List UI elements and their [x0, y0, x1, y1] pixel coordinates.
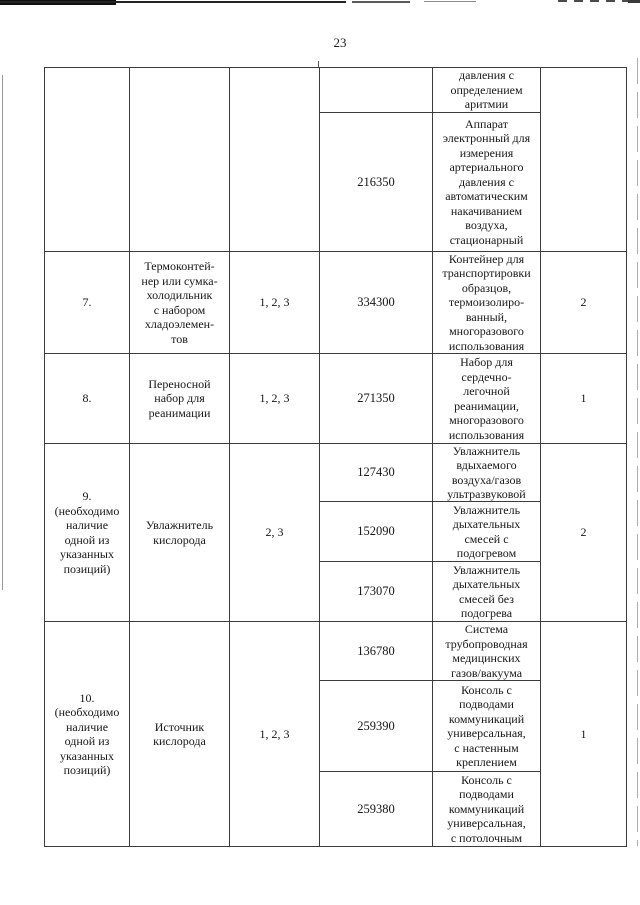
row8-desc-cell: Набор для сердечно- легочной реанимации,… — [433, 354, 541, 444]
row8-num-cell: 8. — [45, 354, 130, 444]
row7-num-cell: 7. — [45, 252, 130, 354]
cont-levels-cell — [230, 68, 320, 252]
row8-code-cell: 271350 — [320, 354, 433, 444]
row10-sub1-code-cell: 136780 — [320, 622, 433, 681]
scan-artifact-left-edge — [2, 75, 3, 590]
row9-sub3-code-cell: 173070 — [320, 562, 433, 622]
scan-artifact-corner-mark — [628, 0, 640, 3]
row10-sub2-desc-cell: Консоль с подводами коммуникаций универс… — [433, 681, 541, 772]
row7-code-cell: 334300 — [320, 252, 433, 354]
row8-levels-cell: 1, 2, 3 — [230, 354, 320, 444]
scan-artifact-tick — [318, 61, 319, 67]
scan-artifact-top-dash — [352, 1, 410, 3]
row9-num-cell: 9. (необходимо наличие одной из указанны… — [45, 444, 130, 622]
row9-sub2-desc-cell: Увлажнитель дыхательных смесей с подогре… — [433, 502, 541, 562]
row7-name-cell: Термоконтей- нер или сумка- холодильник … — [130, 252, 230, 354]
row9-name-cell: Увлажнитель кислорода — [130, 444, 230, 622]
page-number: 23 — [333, 35, 347, 50]
row10-levels-cell: 1, 2, 3 — [230, 622, 320, 847]
cont-qty-cell — [541, 68, 627, 252]
cont-desc-cell-top: давления с определением аритмии — [433, 68, 541, 113]
row10-qty-cell: 1 — [541, 622, 627, 847]
row10-sub2-code-cell: 259390 — [320, 681, 433, 772]
row7-desc-cell: Контейнер для транспортировки образцов, … — [433, 252, 541, 354]
row9-sub3-desc-cell: Увлажнитель дыхательных смесей без подог… — [433, 562, 541, 622]
row10-sub3-desc-cell: Консоль с подводами коммуникаций универс… — [433, 772, 541, 847]
scan-artifact-top-line — [0, 1, 346, 3]
row9-levels-cell: 2, 3 — [230, 444, 320, 622]
row10-sub3-code-cell: 259380 — [320, 772, 433, 847]
cont-desc-cell: Аппарат электронный для измерения артери… — [433, 113, 541, 252]
equipment-table: давления с определением аритмии 216350 А… — [44, 67, 627, 847]
row10-name-cell: Источник кислорода — [130, 622, 230, 847]
scan-artifact-right-edge — [637, 58, 638, 846]
scan-artifact-top-dash — [424, 1, 476, 2]
cont-num-cell — [45, 68, 130, 252]
row10-sub1-desc-cell: Система трубопроводная медицинских газов… — [433, 622, 541, 681]
row10-num-cell: 10. (необходимо наличие одной из указанн… — [45, 622, 130, 847]
row9-sub2-code-cell: 152090 — [320, 502, 433, 562]
cont-code-cell-empty — [320, 68, 433, 113]
row9-qty-cell: 2 — [541, 444, 627, 622]
row8-name-cell: Переносной набор для реанимации — [130, 354, 230, 444]
row8-qty-cell: 1 — [541, 354, 627, 444]
row9-sub1-desc-cell: Увлажнитель вдыхаемого воздуха/газов уль… — [433, 444, 541, 502]
row7-levels-cell: 1, 2, 3 — [230, 252, 320, 354]
row9-sub1-code-cell: 127430 — [320, 444, 433, 502]
row7-qty-cell: 2 — [541, 252, 627, 354]
scan-artifact-top-dash — [558, 0, 640, 2]
cont-name-cell — [130, 68, 230, 252]
cont-code-cell: 216350 — [320, 113, 433, 252]
